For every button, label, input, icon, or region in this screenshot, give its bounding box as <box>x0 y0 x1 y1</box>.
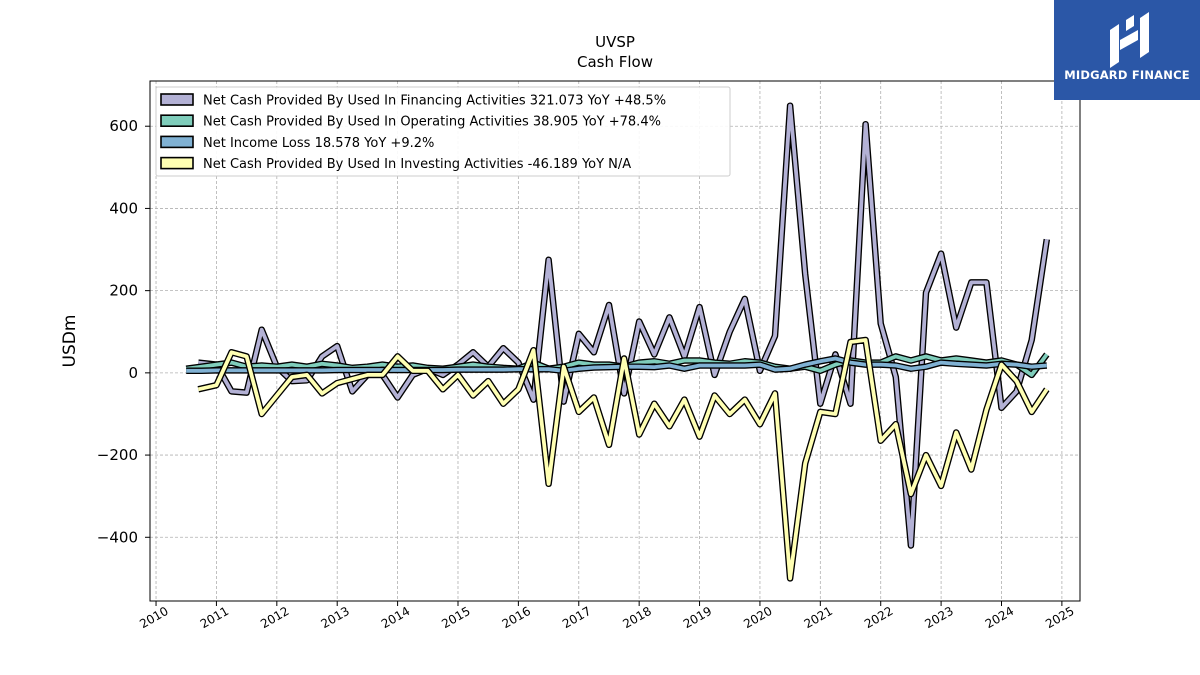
x-tick-label: 2017 <box>560 604 593 631</box>
x-axis: 2010 2011 2012 2013 2014 2015 2016 2017 2018 2019… <box>137 601 1077 631</box>
y-tick-label: −200 <box>97 446 138 464</box>
legend: Net Cash Provided By Used In Financing A… <box>155 86 731 177</box>
y-tick-label: 0 <box>128 364 138 382</box>
x-tick-label: 2022 <box>862 604 895 631</box>
chart-subtitle: Cash Flow <box>577 53 653 71</box>
y-tick-label: 600 <box>109 117 138 135</box>
y-axis: 600 400 200 0 −200 −400 <box>97 117 150 546</box>
plot-frame <box>149 80 1081 602</box>
x-tick-label: 2025 <box>1043 604 1076 631</box>
x-tick-label: 2015 <box>439 604 472 631</box>
y-tick-label: 400 <box>109 199 138 217</box>
x-tick-label: 2018 <box>620 604 653 631</box>
logo-text: MIDGARD FINANCE <box>1064 68 1190 82</box>
x-tick-label: 2016 <box>500 604 533 631</box>
y-tick-label: −400 <box>97 528 138 546</box>
legend-label: Net Cash Provided By Used In Investing A… <box>203 157 631 172</box>
series-line <box>198 103 1049 548</box>
x-tick-label: 2011 <box>198 604 231 631</box>
series-line <box>197 338 1049 581</box>
x-tick-label: 2021 <box>802 604 835 631</box>
legend-swatch <box>160 156 194 170</box>
series-line <box>186 356 1047 373</box>
x-tick-label: 2020 <box>741 604 774 631</box>
x-tick-label: 2019 <box>681 604 714 631</box>
x-tick-label: 2010 <box>137 604 170 631</box>
legend-box <box>155 86 731 177</box>
legend-swatch <box>160 135 194 149</box>
x-tick-label: 2014 <box>379 604 412 631</box>
legend-label: Net Income Loss 18.578 YoY +9.2% <box>203 136 434 151</box>
series-lines <box>185 102 1051 582</box>
x-tick-label: 2024 <box>983 604 1016 631</box>
legend-swatch <box>160 93 194 106</box>
x-tick-label: 2012 <box>258 604 291 631</box>
x-tick-label: 2023 <box>922 604 955 631</box>
y-axis-label: USDm <box>60 315 80 368</box>
y-tick-label: 200 <box>109 282 138 300</box>
x-tick-label: 2013 <box>318 604 351 631</box>
logo-mark-icon <box>1110 12 1149 68</box>
legend-label: Net Cash Provided By Used In Financing A… <box>203 94 666 109</box>
chart-title: UVSP <box>595 33 635 51</box>
midgard-finance-logo: MIDGARD FINANCE <box>1054 0 1200 100</box>
legend-label: Net Cash Provided By Used In Operating A… <box>203 115 661 130</box>
legend-swatch <box>160 114 194 127</box>
